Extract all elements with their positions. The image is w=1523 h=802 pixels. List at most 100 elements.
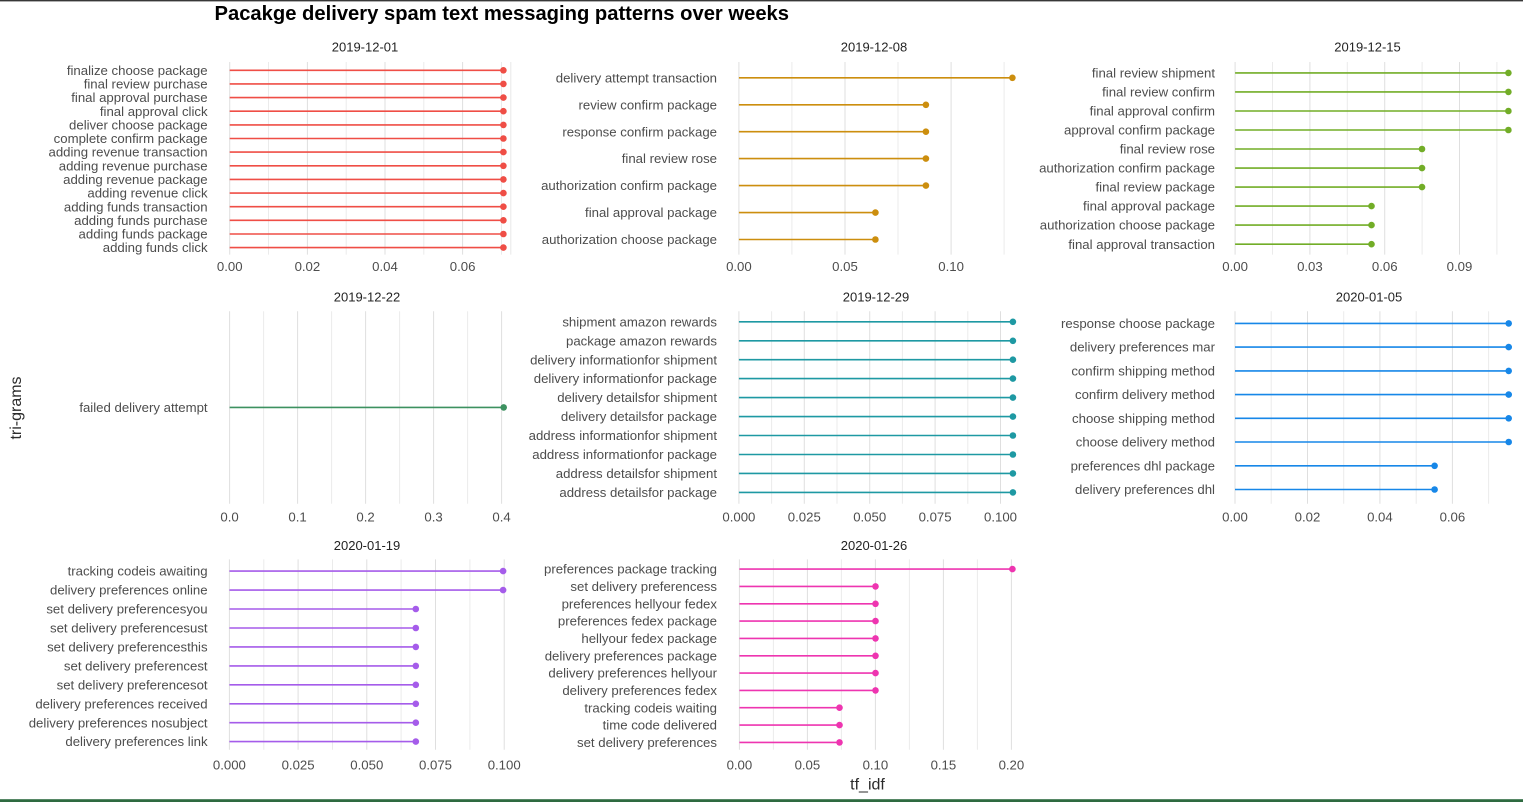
svg-text:2019-12-29: 2019-12-29 xyxy=(843,290,910,305)
svg-text:0.00: 0.00 xyxy=(727,757,753,772)
svg-text:0.100: 0.100 xyxy=(984,510,1017,525)
svg-text:set delivery preferences: set delivery preferences xyxy=(577,735,717,750)
svg-text:adding revenue purchase: adding revenue purchase xyxy=(59,158,208,173)
svg-text:final approval package: final approval package xyxy=(585,205,717,220)
svg-text:delivery informationfor packag: delivery informationfor package xyxy=(534,371,717,386)
svg-text:delivery preferences package: delivery preferences package xyxy=(545,648,717,663)
svg-text:delivery preferences mar: delivery preferences mar xyxy=(1070,340,1216,355)
svg-text:adding revenue click: adding revenue click xyxy=(87,186,208,201)
svg-text:delivery attempt transaction: delivery attempt transaction xyxy=(556,70,717,85)
svg-text:0.15: 0.15 xyxy=(931,757,957,772)
svg-text:0.075: 0.075 xyxy=(919,510,952,525)
svg-text:0.09: 0.09 xyxy=(1447,259,1473,274)
svg-text:choose shipping method: choose shipping method xyxy=(1072,411,1215,426)
svg-text:tri-grams: tri-grams xyxy=(8,376,25,439)
svg-text:adding revenue package: adding revenue package xyxy=(63,172,207,187)
svg-text:failed delivery attempt: failed delivery attempt xyxy=(79,400,208,415)
svg-text:final approval package: final approval package xyxy=(1083,199,1215,214)
svg-text:0.2: 0.2 xyxy=(356,510,374,525)
svg-text:0.20: 0.20 xyxy=(999,757,1025,772)
svg-text:response choose package: response choose package xyxy=(1061,316,1215,331)
svg-text:approval confirm package: approval confirm package xyxy=(1064,123,1215,138)
svg-text:Pacakge delivery spam text mes: Pacakge delivery spam text messaging pat… xyxy=(215,3,790,25)
svg-text:final approval click: final approval click xyxy=(100,104,208,119)
svg-text:final approval transaction: final approval transaction xyxy=(1068,237,1215,252)
svg-text:2019-12-15: 2019-12-15 xyxy=(1334,40,1401,55)
svg-text:review confirm package: review confirm package xyxy=(578,97,717,112)
svg-text:0.100: 0.100 xyxy=(488,757,521,772)
svg-text:authorization confirm package: authorization confirm package xyxy=(1039,161,1215,176)
svg-text:0.05: 0.05 xyxy=(795,757,821,772)
svg-text:0.3: 0.3 xyxy=(424,510,442,525)
svg-text:0.10: 0.10 xyxy=(863,757,889,772)
svg-text:preferences hellyour fedex: preferences hellyour fedex xyxy=(562,596,718,611)
svg-text:set delivery preferencesyou: set delivery preferencesyou xyxy=(46,602,207,617)
svg-text:preferences package tracking: preferences package tracking xyxy=(544,562,717,577)
svg-text:0.03: 0.03 xyxy=(1297,259,1323,274)
svg-text:tracking codeis awaiting: tracking codeis awaiting xyxy=(68,564,208,579)
svg-text:finalize choose package: finalize choose package xyxy=(67,63,208,78)
svg-text:delivery detailsfor shipment: delivery detailsfor shipment xyxy=(557,390,717,405)
svg-text:authorization confirm package: authorization confirm package xyxy=(541,178,717,193)
svg-text:0.00: 0.00 xyxy=(217,259,243,274)
svg-text:adding funds transaction: adding funds transaction xyxy=(64,199,208,214)
svg-text:delivery preferences hellyour: delivery preferences hellyour xyxy=(548,666,717,681)
svg-text:0.4: 0.4 xyxy=(492,510,510,525)
svg-text:0.04: 0.04 xyxy=(1367,510,1393,525)
svg-text:preferences fedex package: preferences fedex package xyxy=(558,614,717,629)
svg-text:complete confirm package: complete confirm package xyxy=(54,131,208,146)
svg-text:adding funds package: adding funds package xyxy=(79,227,208,242)
svg-text:adding revenue transaction: adding revenue transaction xyxy=(49,145,208,160)
svg-text:final review rose: final review rose xyxy=(622,151,717,166)
svg-text:delivery preferences fedex: delivery preferences fedex xyxy=(562,683,717,698)
svg-text:delivery preferences online: delivery preferences online xyxy=(50,583,208,598)
svg-text:authorization choose package: authorization choose package xyxy=(542,232,717,247)
svg-text:0.0: 0.0 xyxy=(220,510,238,525)
svg-text:delivery preferences dhl: delivery preferences dhl xyxy=(1075,482,1215,497)
svg-text:choose delivery method: choose delivery method xyxy=(1076,435,1215,450)
svg-text:address informationfor shipmen: address informationfor shipment xyxy=(529,428,718,443)
svg-text:delivery preferences nosubject: delivery preferences nosubject xyxy=(29,715,208,730)
svg-text:final review package: final review package xyxy=(1096,180,1216,195)
svg-text:0.05: 0.05 xyxy=(832,259,858,274)
svg-text:0.06: 0.06 xyxy=(1372,259,1398,274)
svg-text:time code delivered: time code delivered xyxy=(603,718,717,733)
svg-text:confirm delivery method: confirm delivery method xyxy=(1075,387,1215,402)
svg-text:0.02: 0.02 xyxy=(1295,510,1321,525)
svg-text:0.000: 0.000 xyxy=(722,510,755,525)
svg-text:0.00: 0.00 xyxy=(726,259,752,274)
svg-text:2019-12-22: 2019-12-22 xyxy=(334,290,401,305)
svg-text:0.02: 0.02 xyxy=(295,259,321,274)
svg-text:2019-12-08: 2019-12-08 xyxy=(841,40,908,55)
svg-text:0.00: 0.00 xyxy=(1222,510,1248,525)
svg-text:shipment amazon rewards: shipment amazon rewards xyxy=(562,314,717,329)
svg-text:set delivery preferencess: set delivery preferencess xyxy=(570,579,717,594)
svg-text:adding funds purchase: adding funds purchase xyxy=(74,213,207,228)
svg-text:deliver choose package: deliver choose package xyxy=(69,118,208,133)
svg-text:delivery informationfor shipme: delivery informationfor shipment xyxy=(530,352,717,367)
svg-text:2020-01-19: 2020-01-19 xyxy=(334,538,401,553)
svg-text:final review confirm: final review confirm xyxy=(1102,85,1215,100)
svg-text:delivery preferences received: delivery preferences received xyxy=(35,696,207,711)
svg-text:preferences dhl package: preferences dhl package xyxy=(1071,458,1215,473)
svg-text:set delivery preferencesust: set delivery preferencesust xyxy=(50,621,208,636)
svg-text:final review purchase: final review purchase xyxy=(84,77,208,92)
svg-text:2020-01-05: 2020-01-05 xyxy=(1336,290,1403,305)
svg-text:tracking codeis waiting: tracking codeis waiting xyxy=(584,700,717,715)
svg-text:0.025: 0.025 xyxy=(282,757,315,772)
svg-text:0.050: 0.050 xyxy=(853,510,886,525)
svg-text:address informationfor package: address informationfor package xyxy=(532,447,717,462)
svg-text:0.000: 0.000 xyxy=(213,757,246,772)
svg-text:0.050: 0.050 xyxy=(350,757,383,772)
svg-text:0.00: 0.00 xyxy=(1222,259,1248,274)
svg-text:2019-12-01: 2019-12-01 xyxy=(332,40,399,55)
svg-text:0.075: 0.075 xyxy=(419,757,452,772)
svg-text:authorization choose package: authorization choose package xyxy=(1040,218,1215,233)
svg-text:set delivery preferencesot: set delivery preferencesot xyxy=(57,677,208,692)
svg-text:adding funds click: adding funds click xyxy=(103,240,208,255)
svg-text:0.025: 0.025 xyxy=(788,510,821,525)
svg-text:set delivery preferencest: set delivery preferencest xyxy=(64,659,208,674)
svg-text:hellyour fedex package: hellyour fedex package xyxy=(581,631,717,646)
svg-text:2020-01-26: 2020-01-26 xyxy=(841,538,908,553)
svg-text:package amazon rewards: package amazon rewards xyxy=(566,333,717,348)
